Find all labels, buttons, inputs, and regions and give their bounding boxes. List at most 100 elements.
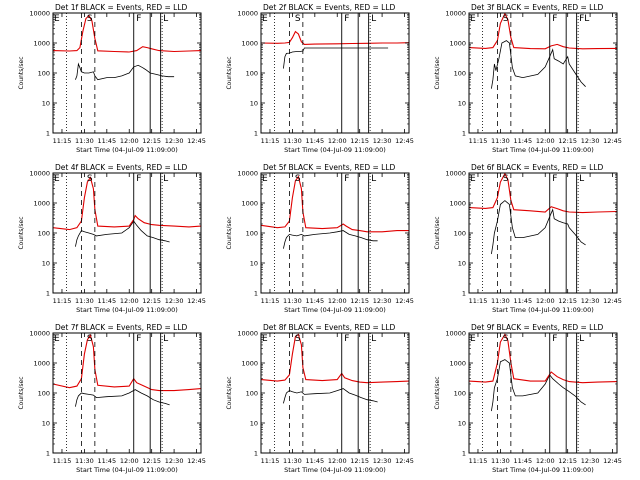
- marker-label: E: [262, 14, 268, 24]
- y-axis-label: Counts/sec: [226, 216, 233, 249]
- plot-frame: [52, 332, 202, 454]
- x-tick-label: 11:45: [97, 137, 116, 145]
- marker-label: L: [579, 334, 584, 344]
- plot-frame: [260, 172, 410, 294]
- lld-series-line: [52, 333, 202, 392]
- y-tick-label: 10000: [29, 9, 50, 17]
- marker-label: E: [262, 174, 268, 184]
- x-tick-label: 11:30: [491, 137, 510, 145]
- x-tick-label: 12:45: [395, 457, 414, 465]
- x-tick-label: 12:15: [350, 297, 369, 305]
- y-axis-label: Counts/sec: [18, 216, 25, 249]
- marker-label: F: [552, 174, 557, 184]
- y-axis-label: Counts/sec: [226, 376, 233, 409]
- marker-label: L: [579, 174, 584, 184]
- marker-label: S: [503, 174, 509, 184]
- x-tick-label: 12:00: [328, 297, 347, 305]
- y-tick-label: 10000: [445, 9, 466, 17]
- x-axis-label: Start Time (04-Jul-09 11:09:00): [284, 146, 386, 154]
- events-series-line: [491, 359, 586, 412]
- y-tick-label: 10000: [237, 9, 258, 17]
- y-tick-label: 1000: [449, 359, 466, 367]
- x-tick-label: 12:45: [395, 297, 414, 305]
- marker-label: L: [163, 174, 168, 184]
- x-tick-label: 11:15: [261, 297, 280, 305]
- y-tick-label: 100: [454, 69, 466, 77]
- y-tick-label: 10: [42, 99, 50, 107]
- x-tick-label: 12:00: [536, 457, 555, 465]
- marker-label: E: [54, 334, 60, 344]
- x-tick-label: 12:15: [350, 137, 369, 145]
- x-tick-label: 11:15: [261, 137, 280, 145]
- x-tick-label: 11:45: [305, 137, 324, 145]
- events-series-line: [283, 47, 389, 69]
- y-tick-label: 10000: [29, 329, 50, 337]
- y-tick-label: 100: [246, 229, 258, 237]
- events-series-line: [75, 389, 170, 407]
- marker-label: F: [552, 334, 557, 344]
- x-tick-label: 11:15: [469, 297, 488, 305]
- y-tick-label: 10000: [237, 169, 258, 177]
- x-tick-label: 11:30: [283, 297, 302, 305]
- x-tick-label: 11:45: [97, 457, 116, 465]
- x-tick-label: 12:00: [120, 137, 139, 145]
- x-tick-label: 12:45: [395, 137, 414, 145]
- y-tick-label: 1: [46, 449, 50, 457]
- marker-label: E: [470, 14, 476, 24]
- chart-title: Det 9f BLACK = Events, RED = LLD: [471, 323, 604, 332]
- y-tick-label: 100: [38, 229, 50, 237]
- y-tick-label: 1000: [241, 39, 258, 47]
- y-axis-label: Counts/sec: [226, 56, 233, 89]
- x-tick-label: 11:45: [305, 457, 324, 465]
- x-tick-label: 11:30: [75, 297, 94, 305]
- y-tick-label: 1: [46, 289, 50, 297]
- lld-series-line: [260, 333, 410, 384]
- x-tick-label: 12:15: [350, 457, 369, 465]
- x-tick-label: 12:30: [165, 137, 184, 145]
- x-axis-label: Start Time (04-Jul-09 11:09:00): [76, 466, 178, 474]
- x-tick-label: 12:30: [165, 457, 184, 465]
- y-tick-label: 1: [462, 129, 466, 137]
- chart-title: Det 3f BLACK = Events, RED = LLD: [471, 3, 604, 12]
- marker-label: FL: [579, 14, 589, 24]
- x-tick-label: 12:30: [373, 457, 392, 465]
- y-tick-label: 1000: [33, 359, 50, 367]
- marker-label: F: [136, 14, 141, 24]
- lld-series-line: [468, 12, 618, 50]
- marker-label: E: [470, 334, 476, 344]
- y-tick-label: 1: [462, 289, 466, 297]
- events-series-line: [491, 40, 586, 89]
- y-tick-label: 10000: [29, 169, 50, 177]
- y-tick-label: 1000: [33, 39, 50, 47]
- y-tick-label: 1000: [241, 199, 258, 207]
- y-tick-label: 1000: [33, 199, 50, 207]
- x-tick-label: 11:15: [469, 137, 488, 145]
- plot-frame: [468, 332, 618, 454]
- x-axis-label: Start Time (04-Jul-09 11:09:00): [76, 306, 178, 314]
- y-tick-label: 100: [246, 389, 258, 397]
- marker-label: E: [470, 174, 476, 184]
- x-tick-label: 12:30: [581, 297, 600, 305]
- x-tick-label: 11:15: [53, 457, 72, 465]
- x-axis-label: Start Time (04-Jul-09 11:09:00): [284, 306, 386, 314]
- y-tick-label: 10: [458, 259, 466, 267]
- plot-frame: [260, 332, 410, 454]
- x-tick-label: 11:15: [469, 457, 488, 465]
- y-tick-label: 1000: [241, 359, 258, 367]
- x-tick-label: 12:15: [558, 297, 577, 305]
- x-tick-label: 11:15: [261, 457, 280, 465]
- y-tick-label: 10: [42, 259, 50, 267]
- x-tick-label: 11:45: [513, 297, 532, 305]
- y-tick-label: 10000: [445, 329, 466, 337]
- x-tick-label: 12:00: [328, 137, 347, 145]
- y-tick-label: 1000: [449, 199, 466, 207]
- lld-series-line: [52, 14, 202, 53]
- y-tick-label: 100: [454, 389, 466, 397]
- y-tick-label: 10: [250, 419, 258, 427]
- lld-series-line: [52, 176, 202, 231]
- y-tick-label: 10: [458, 419, 466, 427]
- chart-title: Det 5f BLACK = Events, RED = LLD: [263, 163, 396, 172]
